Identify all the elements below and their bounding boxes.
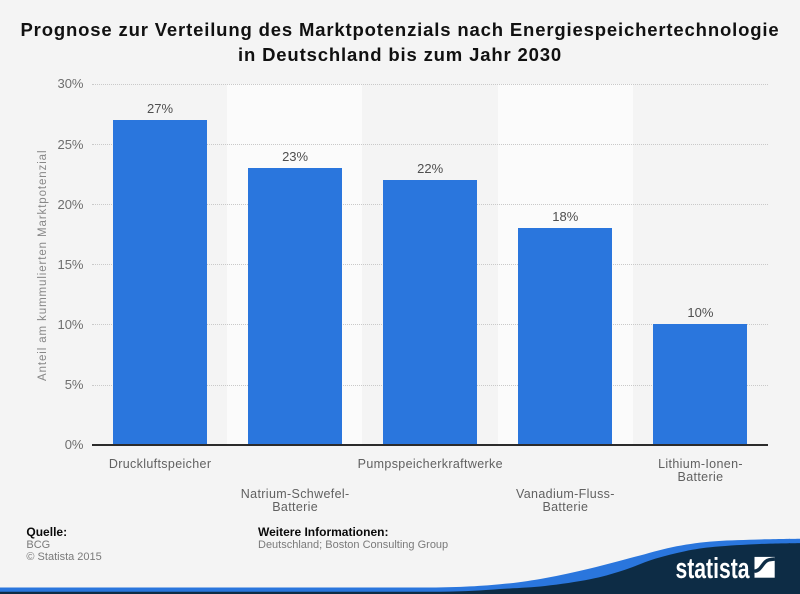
svg-text:statista: statista — [676, 553, 751, 585]
